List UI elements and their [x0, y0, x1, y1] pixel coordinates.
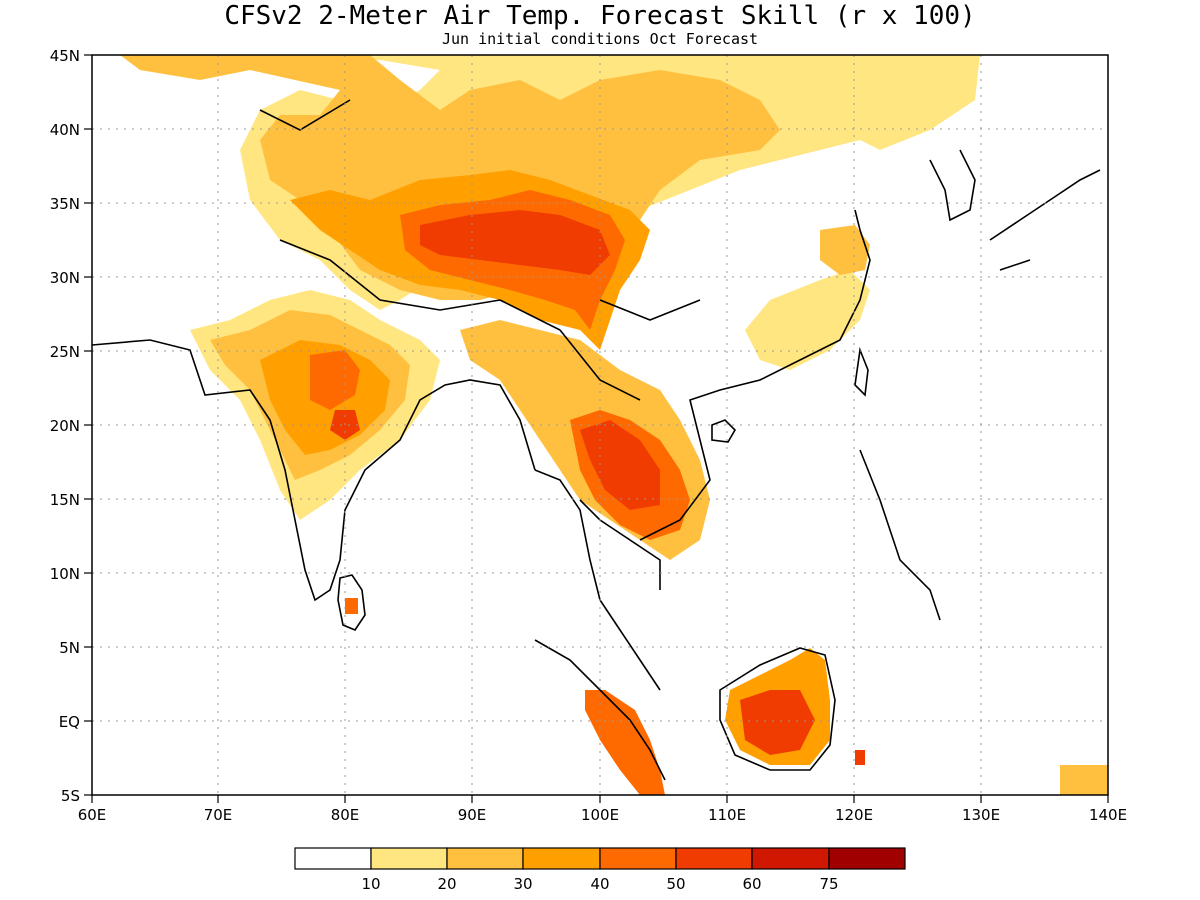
y-tick-label: EQ [59, 713, 80, 731]
skill-region-borneo-60 [740, 690, 815, 755]
y-tick-label: 15N [50, 491, 80, 509]
x-tick-label: 60E [78, 806, 107, 824]
colorbar-swatch [294, 847, 372, 870]
colorbar-label: 20 [437, 875, 456, 893]
skill-region-seasia-60 [580, 420, 660, 510]
colorbar-label: 10 [361, 875, 380, 893]
y-tick-label: 35N [50, 195, 80, 213]
coastlines [92, 99, 1101, 781]
y-tick-label: 20N [50, 417, 80, 435]
map-title: CFSv2 2-Meter Air Temp. Forecast Skill (… [224, 1, 975, 31]
colorbar-label: 40 [590, 875, 609, 893]
coast-borneo [719, 647, 836, 771]
x-tick-label: 140E [1089, 806, 1127, 824]
coast-taiwan [854, 346, 869, 397]
colorbar-label: 30 [513, 875, 532, 893]
colorbar-label: 75 [819, 875, 838, 893]
x-tick-label: 100E [581, 806, 619, 824]
gridlines [92, 55, 1108, 795]
y-tick-label: 40N [50, 121, 80, 139]
skill-region-celebes [855, 750, 865, 765]
y-tick-label: 45N [50, 47, 80, 65]
skill-region-china-30 [820, 225, 870, 275]
y-tick-label: 25N [50, 343, 80, 361]
coast-japan [989, 169, 1101, 271]
x-tick-labels: 60E 70E 80E 90E 100E 110E 120E 130E 140E [78, 806, 1127, 824]
coast-philippines [859, 449, 941, 621]
skill-region-india-50 [310, 350, 360, 410]
skill-region-ng [1060, 765, 1108, 795]
x-tick-label: 130E [962, 806, 1000, 824]
colorbar-swatch [370, 847, 448, 870]
colorbar-swatch [599, 847, 677, 870]
skill-region-china-20 [745, 270, 870, 370]
colorbar-swatch [675, 847, 753, 870]
y-tick-label: 30N [50, 269, 80, 287]
coast-korea [929, 149, 976, 222]
y-tick-label: 5N [59, 639, 80, 657]
x-tick-label: 90E [458, 806, 487, 824]
colorbar: 10 20 30 40 50 60 75 [294, 847, 906, 893]
skill-region-srilanka [345, 598, 358, 614]
x-tick-label: 70E [204, 806, 233, 824]
colorbar-label: 50 [666, 875, 685, 893]
x-tick-label: 120E [835, 806, 873, 824]
x-tick-label: 80E [331, 806, 360, 824]
coast-india [92, 339, 536, 602]
x-tick-label: 110E [708, 806, 746, 824]
border-lines [259, 99, 701, 401]
coast-srilanka [337, 574, 366, 631]
colorbar-swatch [522, 847, 601, 870]
y-tick-label: 10N [50, 565, 80, 583]
coast-hainan [711, 419, 737, 443]
skill-region-sumatra-40 [585, 690, 665, 795]
coast-seasia [534, 209, 871, 691]
axis-ticks [84, 54, 1109, 803]
coast-sumatra [534, 639, 666, 781]
colorbar-swatch [828, 847, 906, 870]
colorbar-swatch [751, 847, 830, 870]
skill-region-60 [420, 210, 610, 275]
colorbar-swatch [446, 847, 524, 870]
y-tick-label: 5S [61, 787, 80, 805]
map-subtitle: Jun initial conditions Oct Forecast [442, 30, 758, 48]
y-tick-labels: 45N 40N 35N 30N 25N 20N 15N 10N 5N EQ 5S [50, 47, 80, 805]
colorbar-label: 60 [742, 875, 761, 893]
